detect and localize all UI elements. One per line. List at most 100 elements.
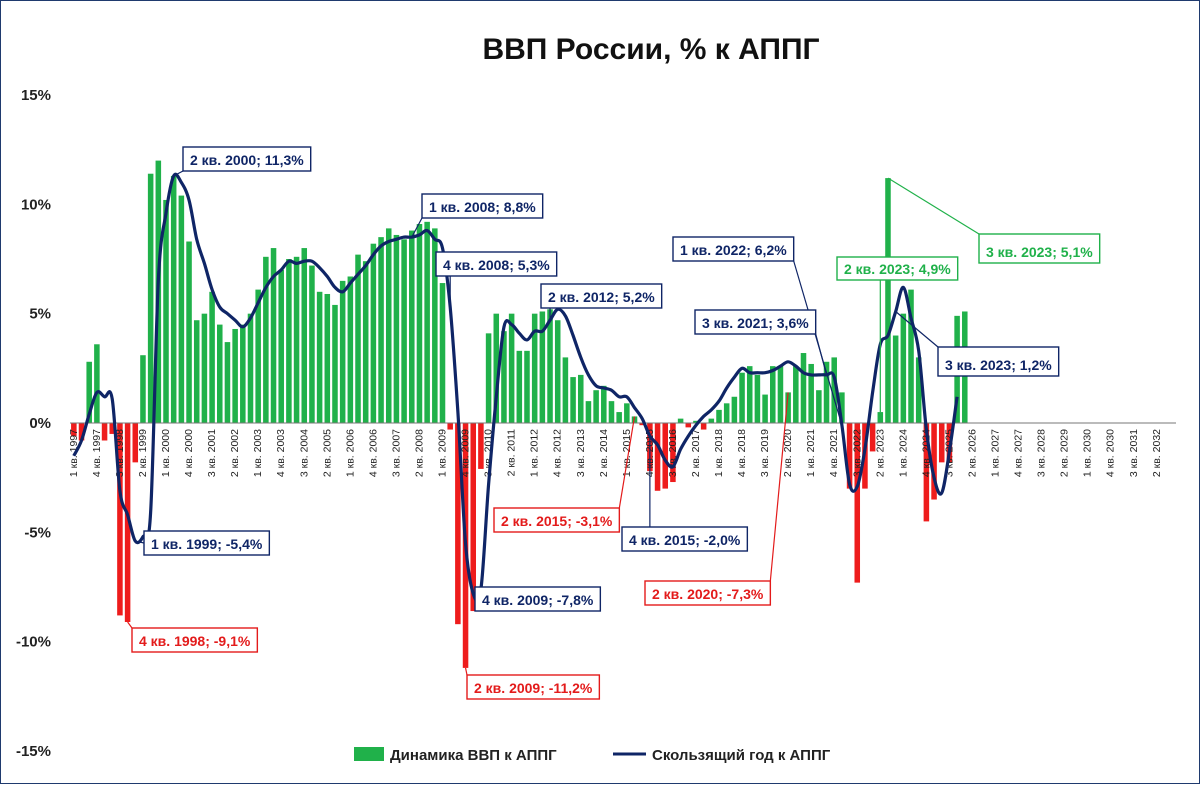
callout: 2 кв. 2009; -11,2% <box>464 667 601 700</box>
bar <box>616 412 622 423</box>
bar <box>908 289 914 423</box>
x-tick-label: 2 кв. 2008 <box>413 429 425 477</box>
x-tick-label: 1 кв. 2021 <box>805 429 817 477</box>
bar <box>140 355 146 423</box>
callout-box <box>694 309 817 335</box>
bar <box>816 390 822 423</box>
bar <box>263 256 269 423</box>
bar <box>531 313 538 423</box>
x-tick-label: 2 кв. 2029 <box>1059 429 1071 477</box>
bar <box>339 280 346 423</box>
bar <box>662 423 669 489</box>
bar <box>224 342 231 423</box>
bar <box>217 324 223 423</box>
callout: 3 кв. 2023; 1,2% <box>895 311 1060 377</box>
x-tick-label: 2 кв. 2026 <box>966 429 978 477</box>
bar <box>693 420 699 423</box>
x-tick-label: 3 кв. 2031 <box>1128 429 1140 477</box>
bar <box>447 423 453 430</box>
callout-box <box>466 674 601 700</box>
callout-leader <box>895 311 939 348</box>
x-tick-label: 2 кв. 2017 <box>690 429 702 477</box>
bar <box>923 423 930 522</box>
callout-leader <box>815 333 828 376</box>
x-tick-label: 1 кв. 2030 <box>1082 429 1094 477</box>
x-tick-label: 3 кв. 2004 <box>298 429 310 477</box>
bar <box>670 423 676 483</box>
bar <box>823 361 830 423</box>
bar <box>332 304 338 423</box>
x-tick-label: 1 кв. 2024 <box>897 429 909 477</box>
callout-leader <box>411 217 423 238</box>
x-tick-label: 3 кв. 2022 <box>851 429 863 477</box>
bar <box>186 241 192 423</box>
callout-label: 1 кв. 2022; 6,2% <box>680 242 787 258</box>
bar <box>762 394 768 423</box>
bar <box>831 357 837 423</box>
y-tick-label: -10% <box>16 634 51 651</box>
bar <box>731 396 738 423</box>
callout-leader <box>769 392 789 582</box>
callout: 2 кв. 2023; 4,9% <box>836 256 959 413</box>
bar <box>547 309 553 423</box>
bar <box>401 239 407 423</box>
bar <box>178 195 185 423</box>
y-tick-label: 5% <box>29 306 51 323</box>
bar <box>163 199 169 423</box>
x-tick-label: 2 кв. 2020 <box>782 429 794 477</box>
bar <box>493 313 500 423</box>
x-tick-label: 3 кв. 2007 <box>390 429 402 477</box>
callout-box <box>182 146 312 172</box>
bar <box>716 409 722 423</box>
bar <box>501 331 507 423</box>
callout: 2 кв. 2020; -7,3% <box>644 392 789 606</box>
callout-box <box>474 586 602 612</box>
callout: 2 кв. 2015; -3,1% <box>493 416 636 533</box>
x-tick-label: 2 кв. 2023 <box>874 429 886 477</box>
bar <box>654 423 661 491</box>
bar <box>754 374 761 423</box>
bar <box>478 423 484 469</box>
bar <box>624 403 630 423</box>
x-tick-label: 1 кв. 2000 <box>160 429 172 477</box>
bar <box>915 357 922 423</box>
x-tick-label: 3 кв. 2028 <box>1036 429 1048 477</box>
bar <box>485 333 492 423</box>
callout-box <box>621 526 749 552</box>
x-tick-label: 4 кв. 2012 <box>552 429 564 477</box>
bar <box>86 361 92 423</box>
bar <box>570 377 576 423</box>
legend-bar-swatch <box>354 747 384 761</box>
bar <box>885 178 891 423</box>
callout-box <box>421 193 544 219</box>
annotations: 2 кв. 2000; 11,3% 1 кв. 2008; 8,8% 4 кв. 2… <box>127 146 1101 700</box>
callout-leader <box>464 667 468 676</box>
bar <box>723 403 730 423</box>
callout-label: 4 кв. 2015; -2,0% <box>629 532 741 548</box>
bar <box>270 248 277 423</box>
bar <box>416 224 423 423</box>
bar <box>255 289 261 423</box>
x-tick-label: 3 кв. 2016 <box>667 429 679 477</box>
x-tick-label: 4 кв. 2021 <box>828 429 840 477</box>
x-tick-label: 4 кв. 2027 <box>1013 429 1025 477</box>
bar <box>370 243 377 423</box>
bar <box>777 366 784 423</box>
x-tick-label: 4 кв. 2006 <box>367 429 379 477</box>
bar <box>101 423 108 441</box>
bar <box>278 269 284 423</box>
callout-box <box>644 580 772 606</box>
bar <box>132 423 139 463</box>
bar <box>170 175 177 423</box>
x-tick-label: 2 кв. 2032 <box>1151 429 1163 477</box>
bar <box>524 350 530 423</box>
bar <box>71 423 77 437</box>
bar <box>900 313 907 423</box>
bar <box>385 228 392 423</box>
x-tick-label: 3 кв. 2019 <box>759 429 771 477</box>
y-tick-label: 15% <box>21 87 51 104</box>
legend-line-label: Скользящий год к АППГ <box>652 747 831 764</box>
bar <box>247 313 254 423</box>
bar <box>593 390 599 423</box>
callout-leader <box>887 177 980 235</box>
